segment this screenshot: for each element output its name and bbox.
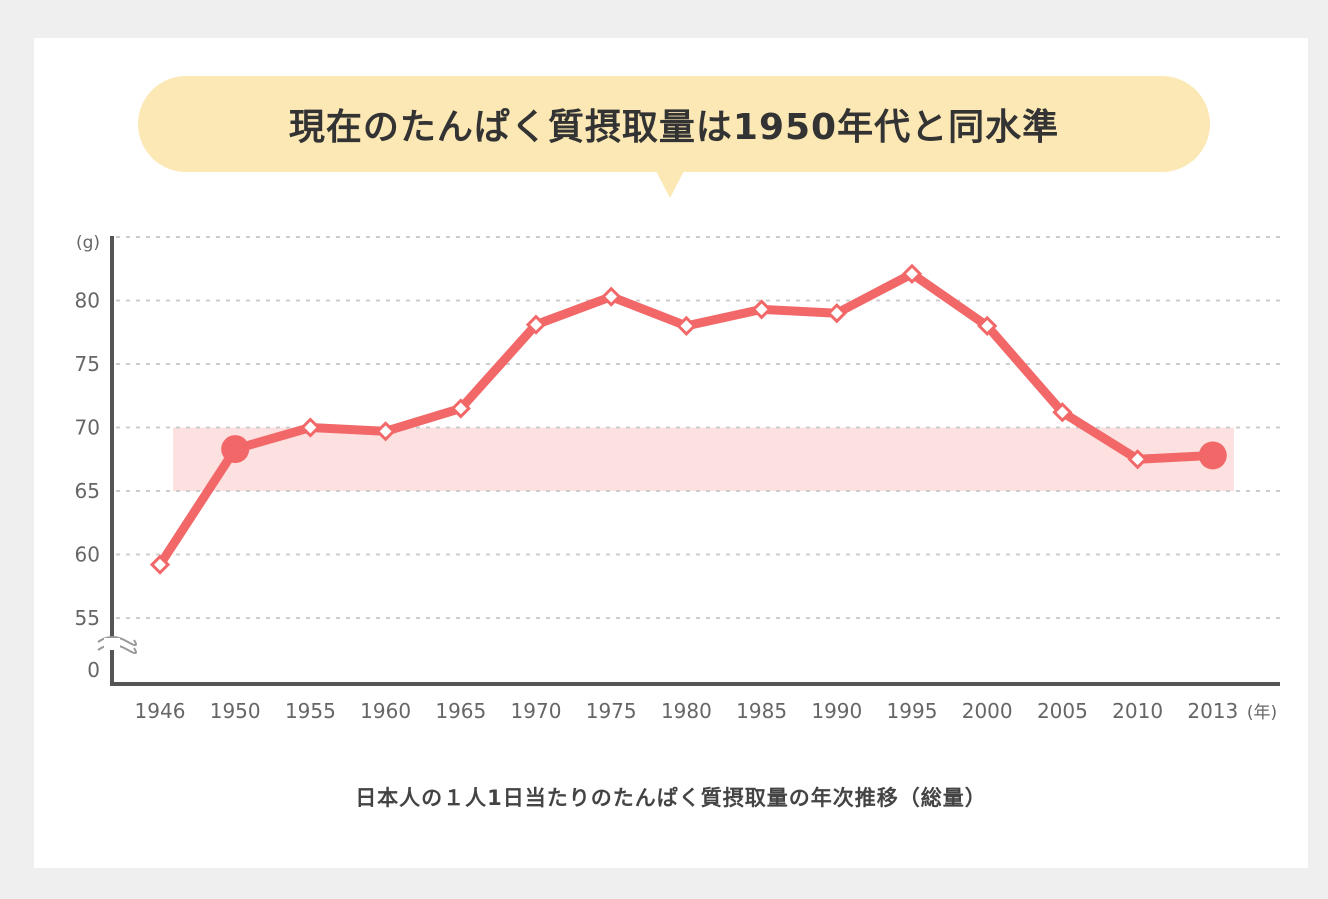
y-tick-label: 60: [75, 543, 100, 567]
x-tick-label: 1970: [511, 699, 562, 723]
y-tick-label: 75: [75, 352, 100, 376]
data-point: [751, 299, 772, 320]
x-tick-label: 1955: [285, 699, 336, 723]
headline-bubble: 現在のたんぱく質摂取量は1950年代と同水準: [138, 76, 1210, 198]
line-chart: 0 55 60 65 70 75 80 (g) 1946 1950 1955 1960 1965 1970…: [75, 233, 1282, 723]
data-point: [601, 286, 622, 307]
y-tick-label: 55: [75, 606, 100, 630]
chart-caption: 日本人の１人1日当たりのたんぱく質摂取量の年次推移（総量）: [355, 786, 987, 810]
headline: 現在のたんぱく質摂取量は1950年代と同水準: [288, 107, 1060, 148]
y-tick-label: 65: [75, 479, 100, 503]
data-point: [525, 314, 547, 335]
x-tick-label: 1990: [811, 699, 862, 723]
x-tick-label: 1985: [736, 699, 787, 723]
x-tick-label: 1980: [661, 699, 712, 723]
highlight-point: [221, 435, 250, 464]
target-range-band: [173, 427, 1234, 491]
y-tick-label: 0: [87, 658, 100, 682]
data-point: [149, 554, 171, 575]
data-point: [901, 263, 923, 284]
x-tick-label: 1960: [360, 699, 411, 723]
y-unit-label: (g): [76, 233, 100, 253]
data-point: [826, 303, 847, 324]
axis-break-mark: [97, 636, 137, 646]
y-tick-label: 70: [75, 416, 100, 440]
data-point: [450, 398, 471, 419]
x-tick-label: 1975: [586, 699, 637, 723]
data-point: [676, 315, 697, 337]
x-unit-label: (年): [1247, 703, 1277, 723]
x-tick-label: 2010: [1112, 699, 1163, 723]
data-point: [300, 417, 321, 438]
x-tick-label: 2000: [962, 699, 1013, 723]
axis-break-gap: [104, 638, 120, 650]
chart-card: 現在のたんぱく質摂取量は1950年代と同水準 0 55 60 65 70 75 80 (g) 1…: [34, 38, 1308, 868]
data-point: [375, 421, 396, 442]
highlight-point: [1198, 441, 1227, 470]
x-tick-label: 2013: [1187, 699, 1238, 723]
data-point: [977, 315, 998, 337]
y-tick-label: 80: [75, 289, 100, 313]
x-tick-label: 1946: [135, 699, 186, 723]
x-tick-label: 1965: [435, 699, 486, 723]
x-tick-label: 1950: [210, 699, 261, 723]
x-tick-label: 2005: [1037, 699, 1088, 723]
x-tick-label: 1995: [887, 699, 938, 723]
data-point: [1052, 402, 1073, 423]
data-point: [1127, 449, 1148, 470]
